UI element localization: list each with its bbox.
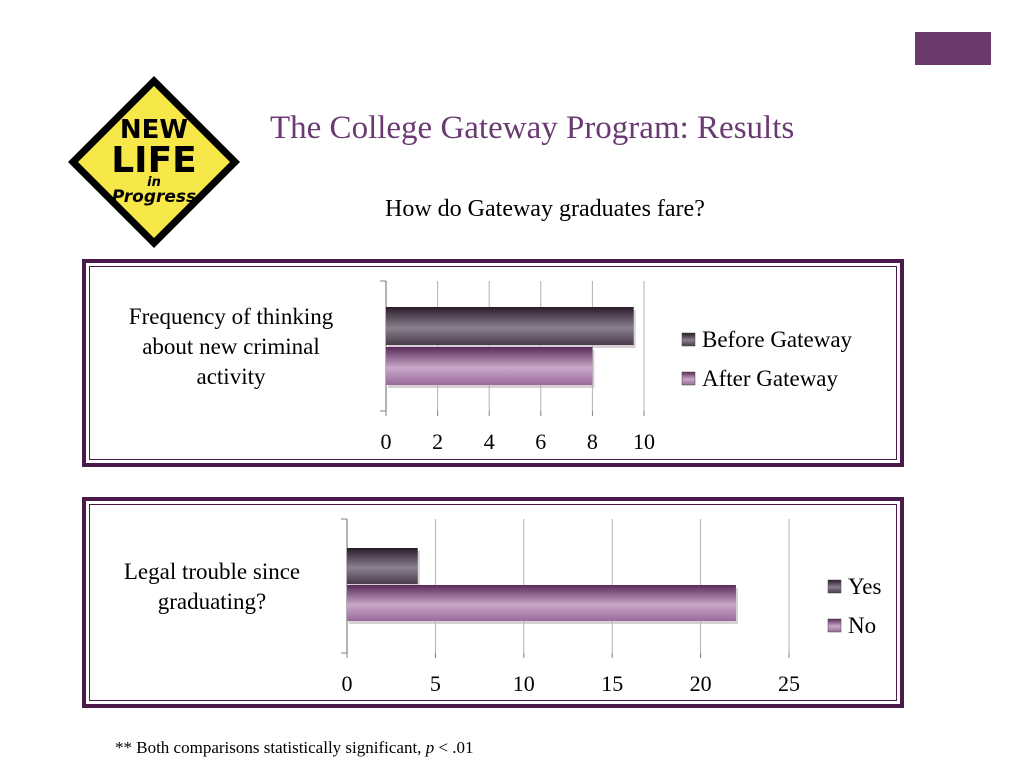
x-tick-label: 2 bbox=[432, 429, 443, 454]
x-tick-label: 0 bbox=[381, 429, 392, 454]
legend-label: Yes bbox=[848, 574, 882, 599]
corner-accent-box bbox=[915, 32, 991, 65]
logo-line4: Progress bbox=[112, 187, 196, 207]
x-tick-label: 15 bbox=[601, 671, 623, 696]
category-label-line: about new criminal bbox=[142, 334, 320, 359]
legend-swatch bbox=[827, 579, 842, 594]
bar-yes bbox=[347, 548, 418, 584]
x-tick-label: 8 bbox=[587, 429, 598, 454]
category-label-line: Frequency of thinking bbox=[129, 304, 334, 329]
bar-before-gateway bbox=[386, 307, 634, 345]
x-tick-label: 25 bbox=[778, 671, 800, 696]
logo-line2: LIFE bbox=[111, 140, 197, 181]
logo-line1: NEW bbox=[120, 115, 188, 145]
footnote-p: p bbox=[425, 738, 435, 757]
legend-label: After Gateway bbox=[702, 366, 839, 391]
category-label-line: graduating? bbox=[158, 589, 267, 614]
slide-subtitle: How do Gateway graduates fare? bbox=[385, 196, 705, 222]
x-tick-label: 10 bbox=[513, 671, 535, 696]
legend-swatch bbox=[827, 618, 842, 633]
legend-label: No bbox=[848, 613, 876, 638]
chart-panel-inner-border bbox=[89, 504, 897, 701]
chart-panel-thinking: 0 2 4 6 8 10 Frequency of thinking about new cr… bbox=[82, 259, 904, 467]
chart-panel-inner-border bbox=[89, 266, 897, 460]
category-label-line: activity bbox=[197, 364, 266, 389]
x-tick-label: 6 bbox=[535, 429, 546, 454]
footnote: ** Both comparisons statistically signif… bbox=[115, 738, 474, 758]
legend-swatch bbox=[681, 332, 696, 347]
bar-no bbox=[347, 585, 736, 621]
x-tick-label: 0 bbox=[342, 671, 353, 696]
legend-label: Before Gateway bbox=[702, 327, 853, 352]
x-tick-label: 4 bbox=[484, 429, 495, 454]
chart-thinking-frequency: 0 2 4 6 8 10 Frequency of thinking about new cr… bbox=[129, 280, 853, 454]
legend-swatch bbox=[681, 371, 696, 386]
x-tick-label: 5 bbox=[430, 671, 441, 696]
logo-line3: in bbox=[147, 175, 161, 190]
new-life-logo: NEW LIFE in Progress bbox=[68, 76, 240, 248]
chart-legal-trouble: 0 5 10 15 20 25 Legal trouble since graduating?… bbox=[124, 518, 882, 696]
x-tick-label: 20 bbox=[690, 671, 712, 696]
bar-after-gateway bbox=[386, 347, 593, 385]
x-tick-label: 10 bbox=[633, 429, 655, 454]
chart-panel-legal: 0 5 10 15 20 25 Legal trouble since graduating?… bbox=[82, 497, 904, 708]
logo-sign-face bbox=[78, 86, 230, 238]
slide-title: The College Gateway Program: Results bbox=[270, 110, 795, 146]
footnote-suffix: < .01 bbox=[434, 738, 474, 757]
footnote-prefix: ** Both comparisons statistically signif… bbox=[115, 738, 426, 757]
category-label-line: Legal trouble since bbox=[124, 559, 300, 584]
